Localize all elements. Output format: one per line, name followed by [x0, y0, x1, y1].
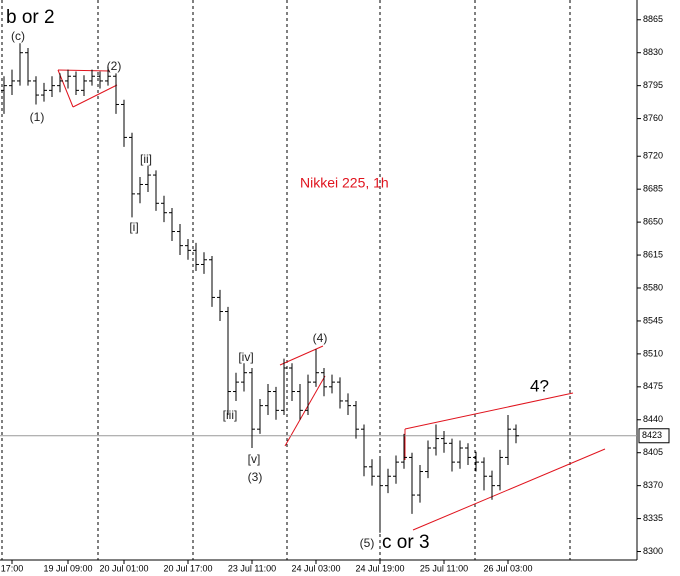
wave-label: (4)	[313, 331, 328, 345]
y-tick-label: 8865	[643, 14, 663, 24]
trend-lines	[57, 69, 606, 531]
wave-label: c or 3	[382, 532, 430, 553]
last-price-box	[638, 428, 670, 444]
y-tick-label: 8440	[643, 414, 663, 424]
trend-line	[284, 375, 326, 447]
wave-label: [ii]	[140, 152, 152, 166]
y-tick-label: 8335	[643, 513, 663, 523]
wave-label: b or 2	[6, 7, 55, 28]
x-tick-label: 26 Jul 03:00	[483, 563, 532, 573]
y-tick-label: 8830	[643, 47, 663, 57]
x-tick-label: 17:00	[1, 563, 24, 573]
y-tick-label: 8685	[643, 184, 663, 194]
wave-label: [iii]	[223, 408, 238, 422]
x-tick-label: 23 Jul 11:00	[228, 563, 276, 573]
y-tick-label: 8760	[643, 113, 663, 123]
wave-label: (3)	[248, 470, 263, 484]
wave-label: [v]	[248, 452, 261, 466]
y-tick-label: 8580	[643, 282, 663, 292]
x-tick-label: 24 Jul 19:00	[355, 563, 404, 573]
trend-line	[412, 448, 606, 531]
y-tick-label: 8650	[643, 216, 663, 226]
x-tick-label: 24 Jul 03:00	[291, 563, 340, 573]
y-tick-label: 8405	[643, 447, 663, 457]
x-tick-label: 25 Jul 11:00	[420, 563, 468, 573]
y-tick-label: 8475	[643, 381, 663, 391]
y-tick-label: 8510	[643, 348, 663, 358]
trend-line	[279, 345, 324, 366]
chart-title: Nikkei 225, 1h	[300, 175, 389, 191]
wave-label: (c)	[11, 29, 25, 43]
y-tick-label: 8795	[643, 80, 663, 90]
wave-label: (2)	[107, 59, 122, 73]
trend-line	[57, 69, 111, 72]
x-tick-label: 20 Jul 17:00	[163, 563, 212, 573]
x-tick-label: 19 Jul 09:00	[43, 563, 92, 573]
y-tick-label: 8300	[643, 546, 663, 556]
y-tick-label: 8720	[643, 151, 663, 161]
y-tick-label: 8545	[643, 315, 663, 325]
trend-line	[72, 84, 118, 108]
wave-label: [i]	[129, 220, 138, 234]
trend-line	[404, 392, 574, 430]
wave-label: (5)	[360, 536, 375, 550]
y-tick-label: 8370	[643, 480, 663, 490]
wave-label: 4?	[530, 376, 549, 395]
y-tick-label: 8615	[643, 249, 663, 259]
wave-label: (1)	[30, 110, 45, 124]
x-tick-label: 20 Jul 01:00	[99, 563, 148, 573]
wave-label: [iv]	[238, 350, 253, 364]
last-price-label: 8423	[642, 430, 662, 440]
